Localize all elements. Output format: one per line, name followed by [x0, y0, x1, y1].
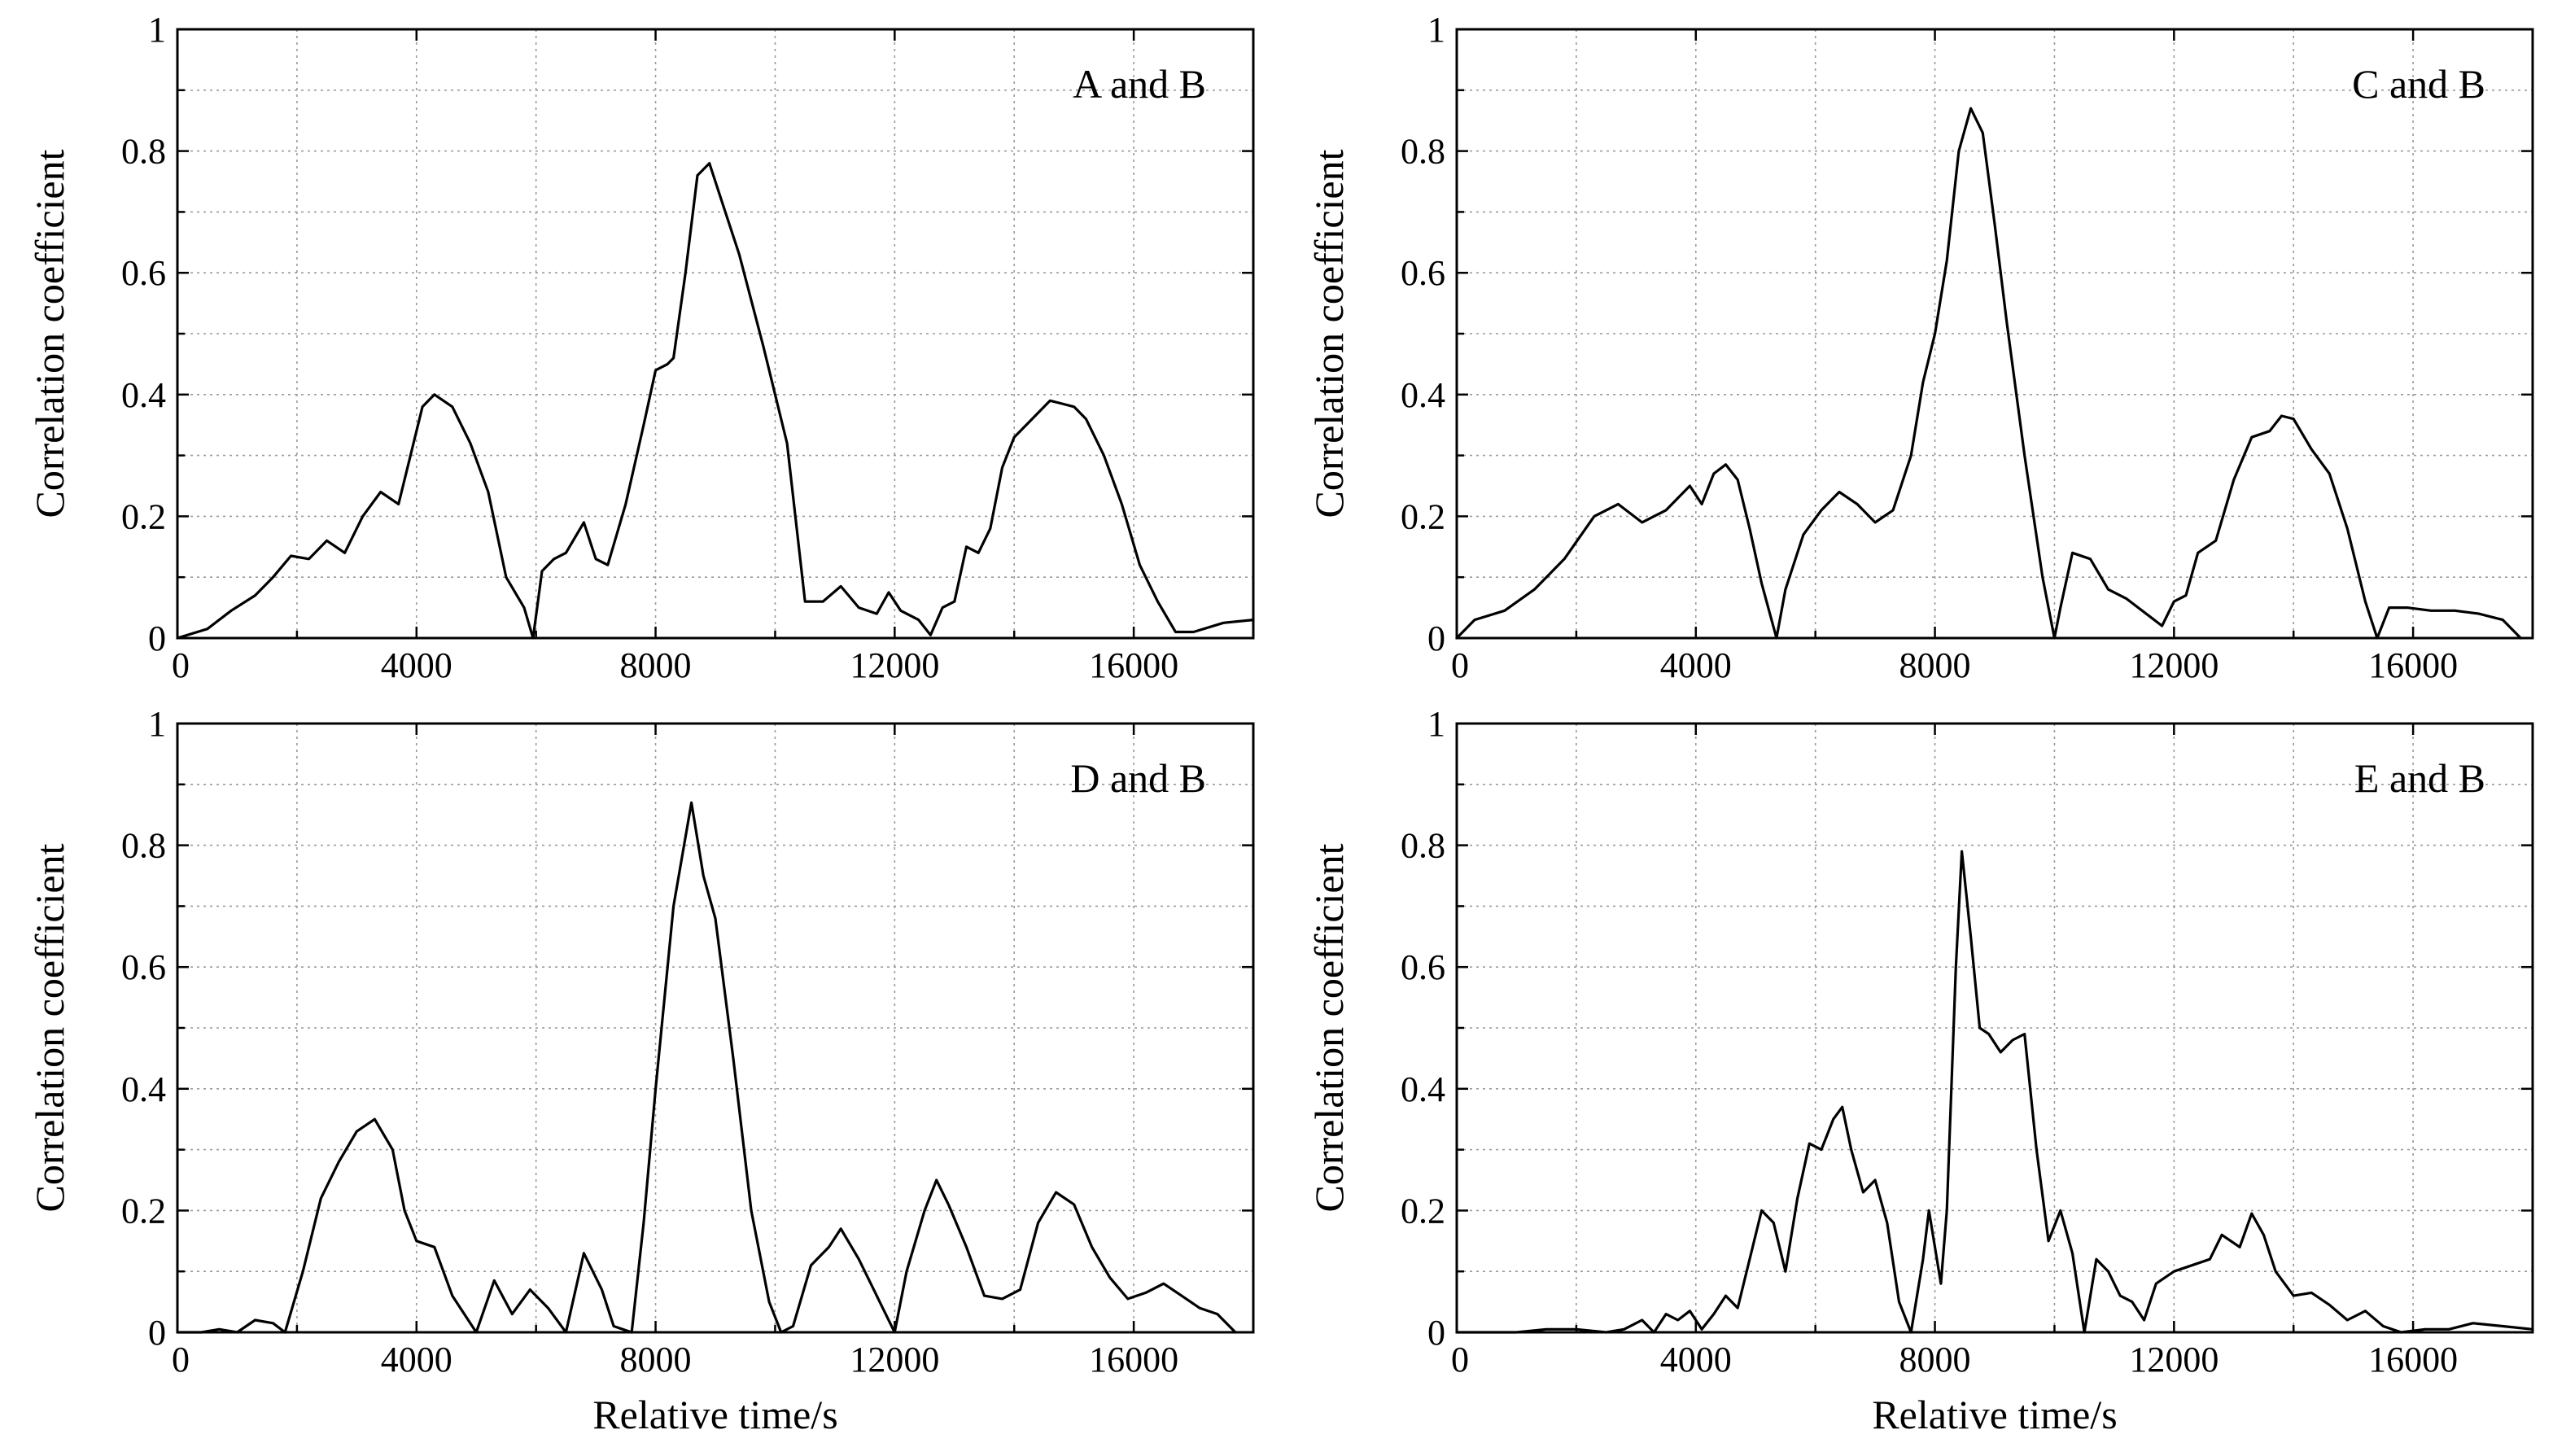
- x-tick-label: 16000: [1089, 1340, 1178, 1379]
- y-tick-label: 0.6: [1401, 947, 1445, 987]
- series-line-1: [176, 162, 1255, 640]
- panel-label: D and B: [1070, 755, 1206, 801]
- y-tick-label: 0.6: [121, 947, 166, 987]
- y-axis-title: Correlation coefficient: [27, 149, 72, 518]
- panel-label: A and B: [1073, 61, 1206, 107]
- y-tick-label: 0.4: [1401, 1069, 1445, 1109]
- y-tick-label: 0.4: [121, 1069, 166, 1109]
- y-tick-label: 1: [148, 704, 166, 744]
- chart-panel-4: 0 4000 8000 12000 16000 0 0.2 0.4 0.6 0.8 1 Correla…: [1306, 704, 2534, 1437]
- y-tick-label: 0: [148, 619, 166, 658]
- y-axis-title: Correlation coefficient: [1306, 843, 1352, 1212]
- y-tick-label: 0.2: [121, 496, 166, 536]
- y-tick-label: 0.6: [1401, 253, 1445, 293]
- y-tick-label: 0.2: [1401, 496, 1445, 536]
- x-tick-label: 8000: [620, 645, 692, 685]
- y-tick-label: 0.8: [121, 132, 166, 172]
- x-tick-label: 12000: [2129, 1340, 2218, 1379]
- y-tick-label: 1: [1427, 10, 1445, 50]
- chart-panel-1: 0 4000 8000 12000 16000 0 0.2 0.4 0.6 0.8 1 Correla…: [27, 10, 1255, 685]
- x-tick-label: 12000: [2129, 645, 2218, 685]
- x-tick-label: 4000: [381, 1340, 452, 1379]
- y-tick-label: 0.4: [1401, 375, 1445, 415]
- x-tick-label: 8000: [620, 1340, 692, 1379]
- panel-label: E and B: [2354, 755, 2485, 801]
- y-tick-label: 0: [1427, 619, 1445, 658]
- x-tick-label: 16000: [2368, 645, 2458, 685]
- y-tick-label: 1: [148, 10, 166, 50]
- x-tick-label: 0: [172, 1340, 190, 1379]
- x-tick-label: 16000: [2368, 1340, 2458, 1379]
- panel-label: C and B: [2352, 61, 2485, 107]
- y-tick-label: 0.6: [121, 253, 166, 293]
- y-tick-label: 0.4: [121, 375, 166, 415]
- x-tick-label: 0: [172, 645, 190, 685]
- y-tick-label: 0: [148, 1313, 166, 1353]
- y-axis-title: Correlation coefficient: [1306, 149, 1352, 518]
- x-tick-label: 4000: [1660, 1340, 1732, 1379]
- x-tick-label: 4000: [381, 645, 452, 685]
- y-tick-label: 0: [1427, 1313, 1445, 1353]
- x-axis-title: Relative time/s: [1872, 1392, 2117, 1437]
- x-tick-label: 0: [1451, 645, 1469, 685]
- y-tick-label: 0.8: [1401, 826, 1445, 866]
- x-tick-label: 12000: [850, 645, 939, 685]
- x-tick-label: 4000: [1660, 645, 1732, 685]
- x-tick-label: 8000: [1899, 1340, 1971, 1379]
- x-tick-label: 8000: [1899, 645, 1971, 685]
- series-line-1: [176, 801, 1237, 1334]
- chart-panel-2: 0 4000 8000 12000 16000 0 0.2 0.4 0.6 0.8 1 Correla…: [1306, 10, 2534, 685]
- y-tick-label: 0.8: [1401, 132, 1445, 172]
- y-tick-label: 0.8: [121, 826, 166, 866]
- y-axis-title: Correlation coefficient: [27, 843, 72, 1212]
- y-tick-label: 1: [1427, 704, 1445, 744]
- x-tick-label: 12000: [850, 1340, 939, 1379]
- x-tick-label: 16000: [1089, 645, 1178, 685]
- series-line-1: [1455, 107, 2522, 640]
- x-axis-title: Relative time/s: [592, 1392, 837, 1437]
- x-tick-label: 0: [1451, 1340, 1469, 1379]
- y-tick-label: 0.2: [121, 1191, 166, 1231]
- chart-panel-3: 0 4000 8000 12000 16000 0 0.2 0.4 0.6 0.8 1 Correla…: [27, 704, 1255, 1437]
- series-line-1: [1455, 850, 2534, 1334]
- y-tick-label: 0.2: [1401, 1191, 1445, 1231]
